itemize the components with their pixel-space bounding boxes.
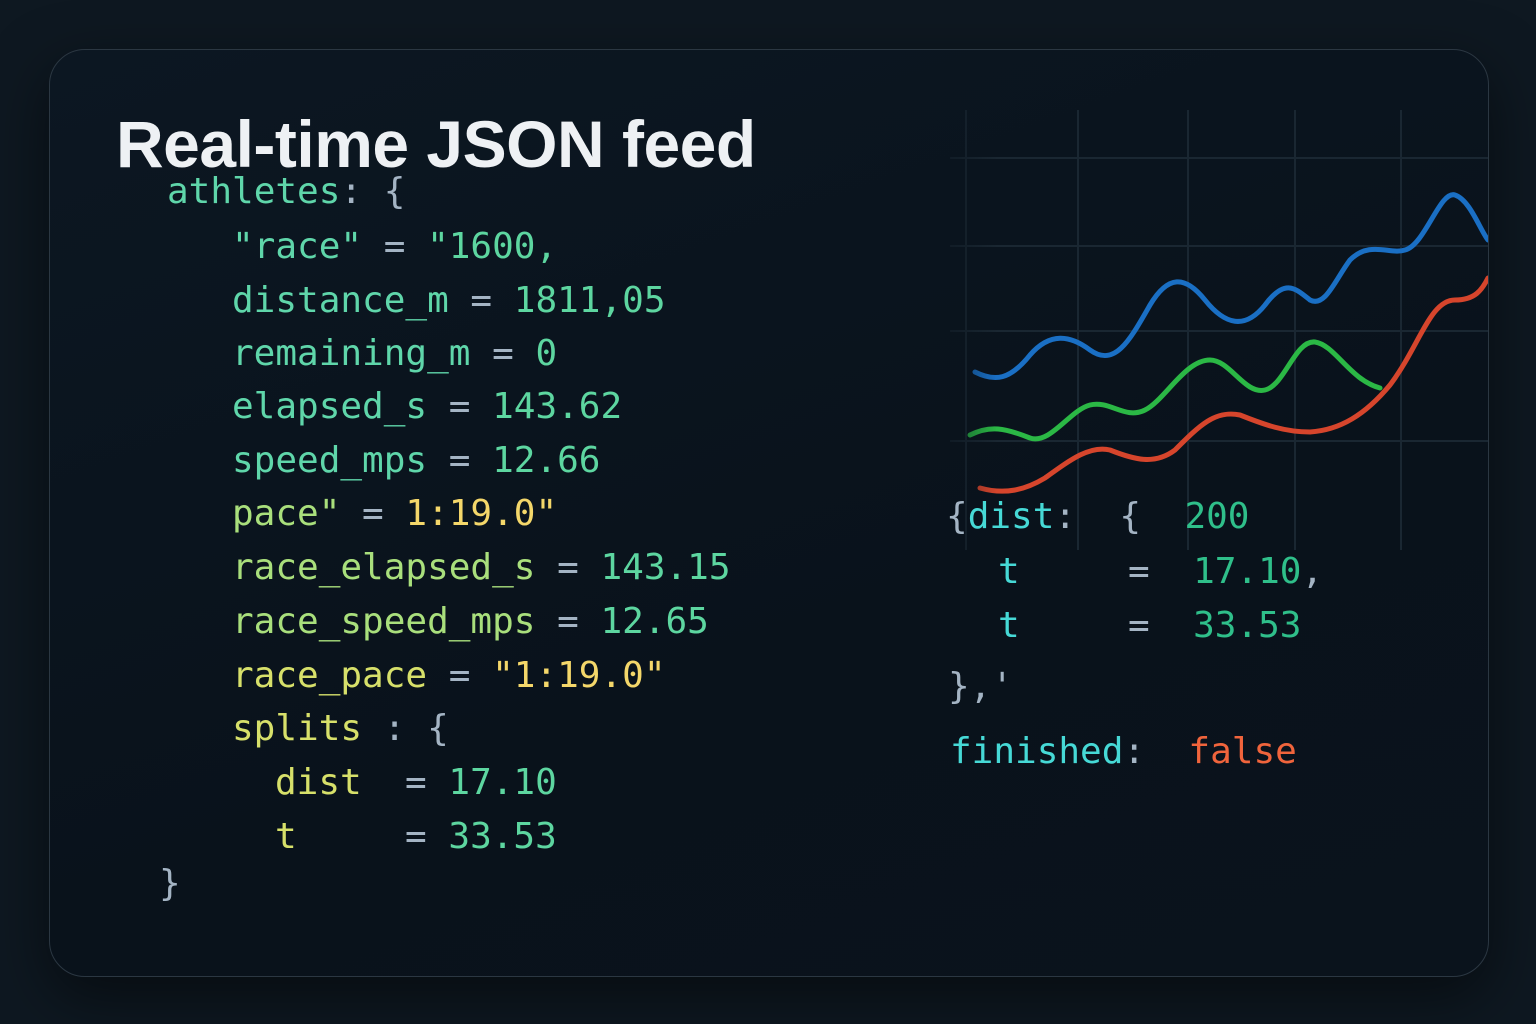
code-token-num: 17.10 [448,762,557,803]
live-chart [950,110,1488,550]
code_left-line: athletes: { [167,170,405,214]
code-token-key2: pace" [232,493,341,534]
code-token-punct: : { [1054,496,1185,537]
code-token-num2: 200 [1184,496,1250,537]
series-line-green [967,339,1383,442]
code-token-key3: race_pace [232,655,428,696]
code-token-punct: = [340,493,406,534]
code-token-punct: { [946,496,968,537]
chart-grid [950,110,1488,550]
code-token-key: athletes [167,171,341,212]
code-token-key3: splits [232,708,363,749]
code-token-punct: } [159,863,181,904]
code-token-key: "race" [232,226,363,267]
code-token-key: remaining_m [232,333,471,374]
code-token-num2: 33.53 [1193,605,1302,646]
code_left-line: distance_m = 1811,05 [232,279,666,323]
code-token-cyan: finished [950,731,1124,772]
code-token-cyan: t [998,605,1020,646]
code-token-punct: = [296,816,449,857]
code-token-str: 1:19.0" [405,493,558,534]
series-line-blue [972,192,1488,381]
code-token-num: 143.15 [600,547,731,588]
code-token-num: "1600, [427,226,558,267]
code-token-punct: = [427,655,493,696]
code-token-punct: : [1123,731,1189,772]
code-token-punct: = [361,762,449,803]
code-token-punct: = [1019,605,1194,646]
code-token-key2: race_speed_mps [232,601,536,642]
code_left-line: t = 33.53 [275,815,557,859]
code_left-line: splits : { [232,707,449,751]
code-token-punct: = [448,280,514,321]
code-token-key2: race_elapsed_s [232,547,536,588]
code_right-line: t = 17.10, [998,550,1323,594]
page-title: Real-time JSON feed [116,107,756,181]
code_left-line: speed_mps = 12.66 [232,439,600,483]
code-token-num: 0 [535,333,558,374]
code-token-punct: = [1019,551,1194,592]
code-token-key: elapsed_s [232,386,428,427]
code-token-key3: t [275,816,297,857]
code-token-punct: = [362,226,428,267]
code-token-num: 12.65 [600,601,709,642]
code-token-num: 143.62 [492,386,623,427]
code_left-line: race_speed_mps = 12.65 [232,600,709,644]
code-token-num: 1811,05 [513,280,666,321]
code-token-key: distance_m [232,280,449,321]
code-token-num: 33.53 [448,816,557,857]
code-token-str: "1:19.0" [492,655,666,696]
code-token-punct: = [535,601,601,642]
code_left-line: pace" = 1:19.0" [232,492,557,536]
code_right-line: },' [948,665,1013,709]
code-token-key: speed_mps [232,440,428,481]
code-token-punct: : { [340,171,406,212]
code_left-line: remaining_m = 0 [232,332,557,376]
code-token-num: 12.66 [492,440,601,481]
code-token-punct: , [1301,551,1324,592]
code_left-line: dist = 17.10 [275,761,557,805]
code_left-line: race_elapsed_s = 143.15 [232,546,731,590]
code-token-cyan: dist [967,496,1055,537]
series-line-red [977,275,1488,494]
code_right-line: {dist: { 200 [946,495,1249,539]
code-token-punct: : { [362,708,449,749]
code-token-punct: },' [948,666,1014,707]
feed-card: Real-time JSON feed athletes: {"race" = … [49,49,1489,977]
code-token-num2: 17.10 [1193,551,1302,592]
code-token-punct: = [427,386,493,427]
code-token-false: false [1188,731,1297,772]
code-token-punct: = [470,333,536,374]
code_right-line: finished: false [950,730,1297,774]
code_left-line: "race" = "1600, [232,225,557,269]
code-token-punct: = [535,547,601,588]
code_left-line: elapsed_s = 143.62 [232,385,622,429]
code-token-punct: = [427,440,493,481]
code-token-cyan: t [998,551,1020,592]
code-token-key3: dist [275,762,362,803]
code_right-line: t = 33.53 [998,604,1301,648]
code_left-line: } [159,862,181,906]
code_left-line: race_pace = "1:19.0" [232,654,666,698]
